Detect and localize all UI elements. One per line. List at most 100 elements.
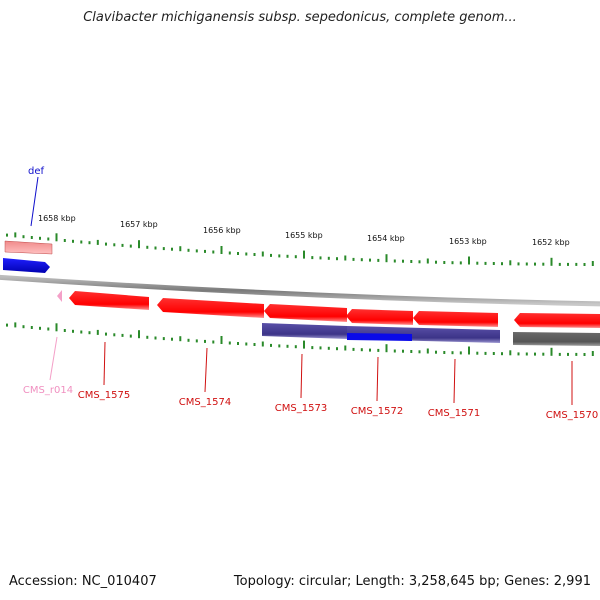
lower-scale-tick (63, 329, 66, 332)
upper-scale-tick (484, 261, 487, 265)
upper-scale-tick (336, 257, 338, 261)
upper-scale-tick (270, 253, 272, 257)
genome-backbone (0, 274, 600, 307)
lower-scale-tick (344, 345, 347, 351)
upper-scale-tick (171, 247, 173, 251)
upper-scale-tick (88, 241, 91, 245)
upper-scale-tick (468, 256, 470, 265)
label-cms-1574[interactable]: CMS_1574 (179, 397, 231, 408)
lower-scale-tick (410, 350, 413, 353)
lower-scale-tick (278, 344, 281, 348)
feature-cms-1573[interactable] (264, 304, 347, 322)
upper-scale-tick (195, 249, 198, 253)
feature-cms-r014[interactable] (57, 290, 62, 302)
feature-cms-1570-gray[interactable] (513, 332, 600, 346)
lower-scale-tick (146, 335, 149, 339)
upper-scale-tick (476, 261, 479, 265)
leader-cms-1571 (453, 358, 456, 404)
upper-scale-tick (14, 232, 17, 238)
label-def[interactable]: def (28, 166, 45, 177)
lower-scale-tick (261, 341, 264, 347)
upper-scale-tick (344, 255, 347, 261)
lower-scale-tick (525, 352, 528, 356)
upper-scale-tick (303, 250, 305, 259)
label-cms-1572[interactable]: CMS_1572 (351, 406, 403, 417)
lower-scale-tick (443, 351, 446, 354)
lower-scale-tick (542, 352, 545, 356)
lower-scale-tick (253, 343, 256, 346)
lower-scale-tick (319, 346, 322, 350)
lower-scale-tick (451, 351, 454, 355)
feature-cms-1572-blue[interactable] (347, 333, 412, 341)
lower-scale-tick (171, 337, 173, 341)
upper-scale-tick (179, 246, 182, 252)
feature-cms-1570[interactable] (514, 313, 600, 328)
upper-scale-tick (154, 246, 157, 250)
feature-cms-1574[interactable] (157, 298, 264, 318)
upper-scale-tick (294, 255, 297, 259)
lower-scale-tick (484, 351, 487, 355)
upper-scale-tick (278, 254, 281, 258)
upper-scale-tick (311, 256, 314, 260)
upper-scale-tick (121, 243, 124, 247)
lower-scale-tick (311, 346, 314, 350)
feature-cms-1571[interactable] (413, 311, 498, 327)
label-cms-1575[interactable]: CMS_1575 (78, 390, 130, 401)
upper-scale-tick (6, 233, 8, 237)
lower-scale-tick (228, 341, 231, 345)
lower-scale-tick (286, 344, 289, 348)
scale-ticks (6, 232, 594, 356)
upper-scale-tick (220, 246, 223, 254)
feature-cms-1573-purple[interactable] (262, 323, 347, 339)
lower-scale-tick (220, 336, 223, 344)
lower-scale-tick (245, 342, 248, 346)
lower-scale-tick (435, 350, 437, 354)
lower-scale-tick (88, 331, 91, 335)
upper-scale-tick (393, 259, 396, 263)
lower-scale-tick (270, 343, 272, 347)
scale-label-1658: 1658 kbp (38, 214, 76, 223)
scale-label-1656: 1656 kbp (203, 226, 241, 235)
upper-scale-tick (55, 233, 58, 242)
leader-def (30, 176, 39, 227)
upper-scale-tick (534, 262, 536, 266)
upper-scale-tick (245, 252, 248, 256)
lower-scale-tick (567, 352, 569, 356)
upper-scale-tick (187, 248, 190, 252)
lower-scale-tick (575, 352, 578, 356)
label-cms-1570[interactable]: CMS_1570 (546, 410, 598, 421)
lower-scale-tick (360, 348, 363, 352)
scale-label-1657: 1657 kbp (120, 220, 158, 229)
lower-scale-tick (509, 350, 512, 356)
scale-label-1655: 1655 kbp (285, 231, 323, 240)
feature-cms-1572[interactable] (346, 309, 413, 325)
lower-scale-tick (129, 334, 132, 338)
upper-scale-tick (567, 262, 569, 266)
feature-upper-pink[interactable] (4, 240, 53, 255)
feature-cms-1575[interactable] (69, 291, 149, 310)
lower-scale-tick (327, 346, 330, 350)
upper-scale-tick (418, 260, 421, 264)
lower-scale-tick (105, 332, 107, 336)
lower-scale-tick (476, 351, 479, 355)
upper-scale-tick (261, 251, 264, 257)
lower-scale-tick (47, 327, 50, 331)
upper-scale-tick (550, 257, 553, 266)
upper-scale-tick (204, 249, 206, 253)
upper-scale-tick (558, 262, 561, 266)
upper-scale-tick (63, 239, 66, 242)
feature-def[interactable] (3, 258, 50, 273)
upper-scale-tick (509, 260, 512, 266)
lower-scale-tick (558, 352, 561, 356)
upper-scale-tick (402, 259, 404, 263)
lower-scale-tick (30, 326, 33, 329)
lower-scale-tick (468, 346, 470, 355)
label-cms-1571[interactable]: CMS_1571 (428, 408, 480, 419)
lower-scale-tick (385, 344, 388, 353)
leader-cms-1575 (103, 341, 106, 386)
lower-scale-tick (72, 329, 74, 333)
label-cms-1573[interactable]: CMS_1573 (275, 403, 327, 414)
genome-title: Clavibacter michiganensis subsp. sepedon… (83, 10, 517, 25)
label-cms-r014[interactable]: CMS_r014 (23, 385, 73, 396)
upper-scale-tick (591, 261, 594, 266)
